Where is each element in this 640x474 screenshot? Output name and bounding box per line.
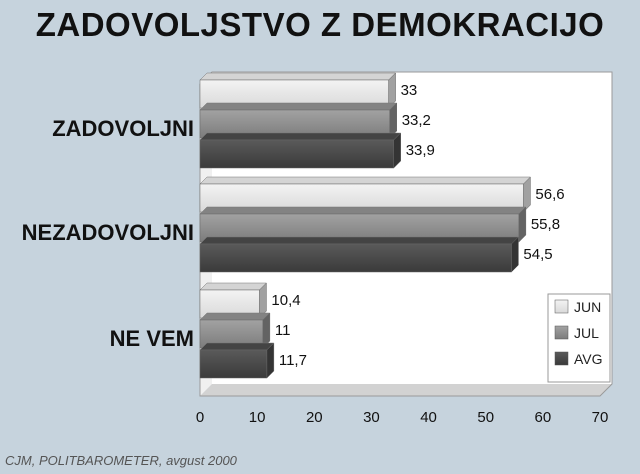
category-label: NEZADOVOLJNI (22, 220, 194, 245)
chart-title: ZADOVOLJSTVO Z DEMOKRACIJO (35, 6, 605, 43)
x-tick-label: 60 (535, 409, 552, 426)
legend-label: AVG (574, 351, 603, 367)
data-label: 11 (275, 322, 291, 339)
data-label: 10,4 (271, 292, 300, 309)
legend-swatch (554, 325, 569, 340)
x-tick-label: 0 (196, 409, 204, 426)
bar-avg (199, 132, 402, 169)
x-tick-label: 40 (420, 409, 437, 426)
data-label: 54,5 (523, 246, 552, 263)
category-label: ZADOVOLJNI (52, 116, 194, 141)
data-label: 55,8 (531, 216, 560, 233)
source-note: CJM, POLITBAROMETER, avgust 2000 (5, 453, 237, 468)
data-label: 33,2 (402, 112, 431, 129)
bar-avg (199, 236, 520, 273)
x-tick-label: 10 (249, 409, 266, 426)
category-label: NE VEM (110, 326, 194, 351)
x-tick-label: 20 (306, 409, 323, 426)
bar-avg (199, 342, 275, 379)
plot-floor (200, 384, 612, 396)
data-label: 33 (401, 82, 418, 99)
x-tick-label: 50 (477, 409, 494, 426)
data-label: 11,7 (279, 352, 307, 369)
data-label: 33,9 (406, 142, 435, 159)
x-tick-label: 30 (363, 409, 380, 426)
legend-label: JUN (574, 299, 601, 315)
legend-swatch (554, 299, 569, 314)
legend-swatch (554, 351, 569, 366)
data-label: 56,6 (535, 186, 564, 203)
legend-label: JUL (574, 325, 599, 341)
x-tick-label: 70 (592, 409, 609, 426)
plot-outline (199, 71, 613, 397)
